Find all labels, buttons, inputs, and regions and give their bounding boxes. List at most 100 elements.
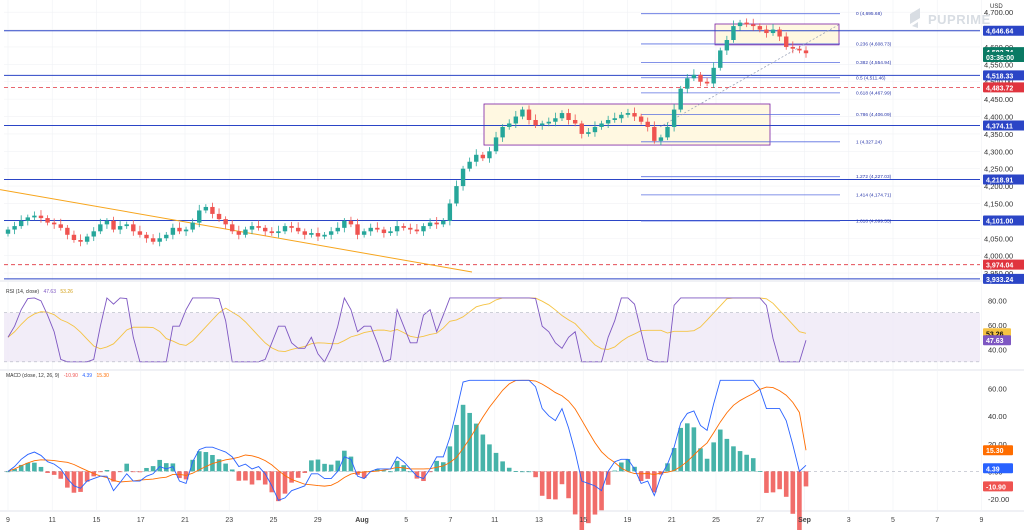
candle-body [546, 121, 551, 124]
price-tag [983, 82, 1024, 93]
x-tick-label: 25 [270, 517, 278, 524]
macd-histogram-bar [790, 471, 796, 514]
rsi-tick-label: 40.00 [988, 346, 1007, 355]
candle-body [731, 26, 736, 40]
macd-histogram-bar [645, 471, 651, 479]
fib-label: 0.236 (4,608.73) [856, 41, 892, 47]
candle-body [71, 234, 77, 240]
candle-body [480, 154, 486, 159]
candle-body [289, 226, 294, 228]
candle-body [652, 126, 657, 141]
macd-tick-label: 20.00 [988, 440, 1007, 449]
candle-body [454, 186, 459, 204]
macd-histogram-bar [731, 446, 736, 472]
macd-histogram-bar [157, 459, 162, 472]
price-tag [983, 120, 1024, 131]
macd-histogram-bar [58, 471, 64, 479]
macd-histogram-bar [25, 462, 31, 472]
macd-histogram-bar [546, 471, 552, 500]
macd-histogram-bar [124, 463, 130, 472]
candle-body [236, 231, 242, 235]
top-zone-box [714, 23, 840, 46]
macd-histogram-bar [605, 471, 611, 485]
candle-body [777, 29, 782, 37]
macd-histogram-bar [302, 471, 308, 473]
candle-body [691, 74, 697, 79]
macd-histogram-bar [572, 471, 578, 515]
x-tick-label: 7 [935, 517, 939, 524]
candle-body [467, 161, 472, 169]
macd-histogram-bar [216, 459, 222, 472]
macd-histogram-bar [282, 471, 288, 494]
macd-histogram-bar [454, 424, 459, 472]
candle-body [381, 229, 387, 234]
candle-body [32, 215, 37, 218]
macd-histogram-bar [295, 471, 301, 478]
candle-body [698, 74, 703, 82]
price-tag-text: 4,646.64 [986, 29, 1013, 36]
macd-histogram-bar [262, 471, 268, 485]
candle-body [263, 227, 268, 232]
candle-body [177, 227, 182, 232]
candle-body [361, 231, 367, 235]
candle-body [460, 168, 466, 187]
macd-histogram-bar [665, 463, 670, 472]
candle-body [91, 231, 96, 237]
candle-body [441, 220, 446, 225]
macd-histogram-bar [500, 461, 505, 472]
macd-histogram-bar [32, 462, 37, 472]
candle-body [790, 46, 796, 49]
candle-body [408, 227, 413, 230]
price-tag-text: 3,974.04 [986, 263, 1013, 270]
candle-body [335, 227, 340, 232]
candle-body [784, 36, 789, 47]
candle-body [401, 226, 406, 228]
candle-body [744, 22, 749, 25]
price-tag-text: 03:36:00 [986, 55, 1014, 62]
macd-histogram-bar [38, 466, 44, 472]
candle-body [295, 227, 301, 232]
macd-histogram-bar [421, 471, 426, 482]
macd-histogram-bar [322, 463, 327, 472]
x-tick-label: 11 [49, 517, 56, 524]
macd-histogram-bar [65, 471, 70, 488]
x-tick-label: 9 [6, 517, 10, 524]
candle-body [566, 113, 571, 120]
macd-histogram-bar [440, 462, 446, 472]
candle-body [737, 22, 743, 27]
macd-tag [983, 445, 1013, 456]
candle-body [388, 231, 393, 234]
macd-histogram-bar [104, 470, 110, 472]
price-tick-label: 4,000.00 [984, 252, 1013, 261]
macd-histogram-bar [533, 471, 538, 478]
price-tag-text: 4,218.91 [986, 178, 1013, 185]
macd-histogram-bar [236, 471, 242, 481]
price-tag-text: 4,374.11 [986, 124, 1013, 131]
candle-body [25, 217, 30, 221]
candle-body [230, 224, 235, 232]
macd-histogram-bar [111, 471, 116, 482]
candle-body [309, 233, 314, 235]
candle-body [368, 227, 373, 232]
logo-text: PUPRIME [928, 12, 991, 27]
candle-body [328, 231, 334, 235]
rsi-title: RSI (14, close) 47.63 53.26 [6, 289, 73, 295]
macd-histogram-bar [625, 459, 631, 472]
x-tick-label: 15 [93, 517, 101, 524]
macd-histogram-bar [78, 471, 83, 492]
candle-body [124, 224, 129, 227]
x-tick-label: 21 [668, 517, 676, 524]
x-tick-label: 17 [137, 517, 145, 524]
candle-body [665, 126, 670, 138]
macd-tag-text: -10.90 [986, 484, 1006, 491]
candle-body [718, 50, 723, 68]
price-tick-label: 4,450.00 [984, 95, 1013, 104]
candle-body [599, 123, 604, 127]
candle-body [190, 222, 195, 230]
macd-histogram-bar [539, 471, 545, 496]
candle-body [724, 40, 730, 51]
fib-label: 0.5 (4,511.46) [856, 75, 886, 81]
fib-label: 1 (4,327.24) [856, 139, 882, 145]
rsi-tick-label: 80.00 [988, 296, 1007, 305]
